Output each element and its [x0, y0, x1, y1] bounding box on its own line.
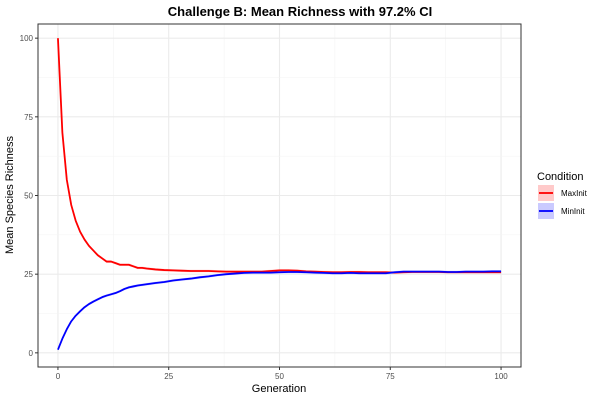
- legend-label-maxinit: MaxInit: [561, 189, 588, 198]
- x-axis-ticks: 0 25 50 75 100: [56, 367, 508, 381]
- legend-title: Condition: [537, 171, 583, 183]
- legend: Condition MaxInit MinInit: [537, 171, 588, 219]
- grid-lines: [38, 24, 521, 367]
- series-line-mininit: [57, 270, 502, 351]
- chart-title: Challenge B: Mean Richness with 97.2% CI: [168, 4, 432, 19]
- y-tick-label: 25: [24, 270, 33, 279]
- y-tick-label: 100: [20, 34, 34, 43]
- y-tick-label: 50: [24, 192, 33, 201]
- legend-label-mininit: MinInit: [561, 207, 585, 216]
- x-tick-label: 25: [164, 372, 173, 381]
- x-tick-label: 75: [386, 372, 395, 381]
- x-axis-label: Generation: [252, 383, 306, 395]
- y-axis-ticks: 0 25 50 75 100: [20, 34, 38, 358]
- x-tick-label: 100: [494, 372, 508, 381]
- x-tick-label: 0: [56, 372, 61, 381]
- y-tick-label: 75: [24, 113, 33, 122]
- x-tick-label: 50: [275, 372, 284, 381]
- series-lines: [57, 36, 502, 351]
- y-tick-label: 0: [29, 349, 34, 358]
- y-axis-label: Mean Species Richness: [4, 136, 16, 255]
